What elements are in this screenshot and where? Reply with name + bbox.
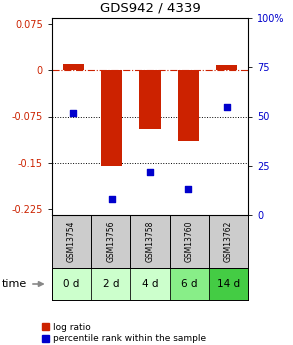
Bar xyxy=(52,268,91,300)
Text: GSM13754: GSM13754 xyxy=(67,221,76,262)
Text: GSM13762: GSM13762 xyxy=(224,221,233,262)
Point xyxy=(109,197,114,202)
Text: 14 d: 14 d xyxy=(217,279,240,289)
Point xyxy=(186,187,191,192)
Bar xyxy=(91,268,130,300)
Bar xyxy=(101,70,122,166)
Text: GDS942 / 4339: GDS942 / 4339 xyxy=(100,1,200,14)
Bar xyxy=(216,66,237,70)
Text: time: time xyxy=(1,279,27,289)
Text: GSM13758: GSM13758 xyxy=(146,221,154,262)
Bar xyxy=(170,268,209,300)
Bar xyxy=(139,70,161,129)
Bar xyxy=(130,268,170,300)
Text: 6 d: 6 d xyxy=(181,279,197,289)
Bar xyxy=(209,268,248,300)
Point xyxy=(148,169,152,175)
Bar xyxy=(63,64,84,70)
Legend: log ratio, percentile rank within the sample: log ratio, percentile rank within the sa… xyxy=(42,323,206,343)
Text: GSM13760: GSM13760 xyxy=(185,221,194,262)
Point xyxy=(71,110,76,115)
Text: 0 d: 0 d xyxy=(63,279,80,289)
Text: GSM13756: GSM13756 xyxy=(106,221,115,262)
Bar xyxy=(178,70,199,141)
Point xyxy=(224,104,229,109)
Text: 4 d: 4 d xyxy=(142,279,158,289)
Text: 2 d: 2 d xyxy=(103,279,119,289)
